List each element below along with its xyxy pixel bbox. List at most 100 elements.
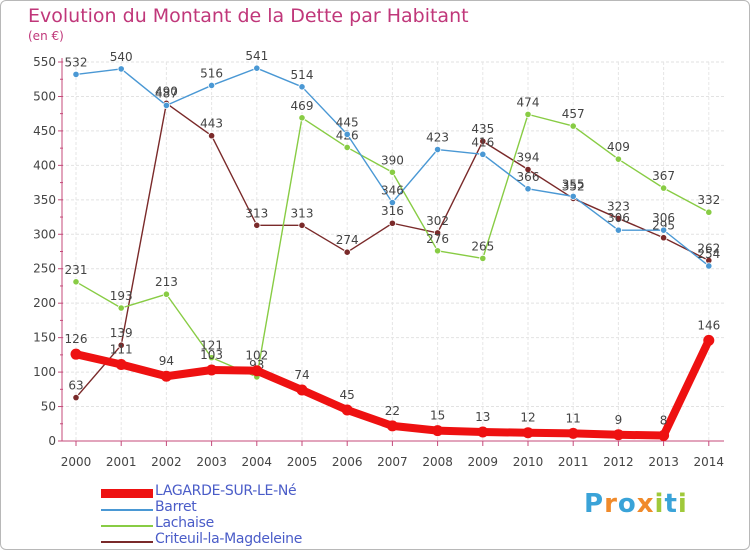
data-point: [479, 254, 487, 262]
data-point: [612, 429, 624, 441]
data-label: 9: [615, 413, 623, 427]
y-tick-label: 350: [33, 193, 56, 207]
data-point: [253, 221, 261, 229]
x-tick-label: 2008: [422, 455, 453, 469]
y-tick-label: 50: [41, 400, 56, 414]
data-point: [524, 165, 532, 174]
data-point: [614, 155, 623, 163]
data-label: 265: [471, 239, 494, 253]
data-label: 313: [291, 206, 314, 220]
data-point: [206, 364, 218, 376]
x-tick-label: 2006: [332, 455, 363, 469]
data-label: 13: [475, 410, 490, 424]
data-point: [659, 184, 668, 192]
data-point: [117, 341, 125, 349]
data-label: 445: [336, 115, 359, 129]
x-tick-label: 2003: [196, 455, 227, 469]
data-point: [569, 192, 577, 200]
data-point: [703, 334, 715, 346]
data-label: 22: [385, 404, 400, 418]
data-label: 74: [294, 368, 309, 382]
data-point: [208, 81, 216, 90]
data-label: 435: [471, 122, 494, 136]
data-point: [567, 427, 579, 439]
legend-label: Criteuil-la-Magdeleine: [155, 531, 303, 547]
data-label: 121: [200, 339, 223, 353]
data-label: 367: [652, 169, 675, 183]
legend-swatch: [101, 509, 153, 511]
x-tick-label: 2013: [648, 455, 679, 469]
y-tick-label: 200: [33, 296, 56, 310]
y-tick-label: 500: [33, 89, 56, 103]
data-point: [341, 404, 353, 416]
data-label: 276: [426, 232, 449, 246]
data-point: [569, 122, 577, 130]
data-label: 102: [245, 349, 268, 363]
data-label: 146: [697, 318, 720, 332]
data-point: [160, 370, 172, 382]
data-label: 516: [200, 66, 223, 80]
x-tick-label: 2002: [151, 455, 182, 469]
data-point: [522, 427, 534, 439]
data-label: 514: [291, 68, 314, 82]
data-label: 8: [660, 413, 668, 427]
legend-label: Barret: [155, 499, 197, 515]
y-tick-label: 300: [33, 227, 56, 241]
data-point: [298, 114, 306, 122]
data-point: [117, 304, 125, 312]
data-label: 346: [381, 184, 404, 198]
data-point: [432, 425, 444, 437]
data-point: [388, 168, 396, 176]
data-label: 213: [155, 275, 178, 289]
data-label: 295: [652, 219, 675, 233]
data-point: [208, 132, 216, 140]
chart-title: Evolution du Montant de la Dette par Hab…: [28, 5, 469, 27]
data-point: [388, 198, 396, 207]
data-label: 457: [562, 107, 585, 121]
proxiti-logo: Proxiti: [584, 489, 688, 519]
data-point: [614, 226, 623, 234]
data-label: 231: [65, 263, 88, 277]
data-label: 63: [68, 379, 83, 393]
legend-swatch: [101, 525, 153, 527]
x-tick-label: 2005: [287, 455, 318, 469]
data-label: 103: [200, 348, 223, 362]
data-point: [343, 130, 351, 138]
x-tick-label: 2011: [558, 455, 589, 469]
data-point: [524, 185, 532, 193]
y-tick-label: 250: [33, 262, 56, 276]
data-label: 193: [110, 289, 133, 303]
data-point: [72, 278, 80, 286]
data-point: [343, 143, 351, 152]
x-tick-label: 2010: [513, 455, 544, 469]
data-point: [115, 359, 127, 371]
legend-label: LAGARDE-SUR-LE-Né: [155, 483, 297, 499]
y-tick-label: 400: [33, 158, 56, 172]
data-label: 487: [155, 86, 178, 100]
y-tick-label: 450: [33, 124, 56, 138]
data-label: 423: [426, 131, 449, 145]
data-point: [705, 208, 713, 216]
data-label: 394: [517, 150, 540, 164]
data-point: [70, 348, 82, 360]
data-label: 11: [566, 411, 581, 425]
data-label: 332: [697, 193, 720, 207]
data-point: [298, 83, 306, 91]
data-label: 94: [159, 354, 174, 368]
unit-label: (en €): [28, 29, 64, 43]
x-tick-label: 2007: [377, 455, 408, 469]
data-point: [388, 219, 396, 227]
data-point: [72, 393, 80, 402]
data-label: 274: [336, 233, 359, 247]
data-label: 12: [520, 411, 535, 425]
data-label: 323: [607, 199, 630, 213]
x-tick-label: 2000: [61, 455, 92, 469]
data-label: 15: [430, 409, 445, 423]
data-label: 469: [291, 99, 314, 113]
data-point: [479, 150, 487, 158]
data-point: [477, 426, 489, 438]
data-label: 541: [245, 49, 268, 63]
data-point: [251, 365, 263, 377]
data-label: 126: [65, 332, 88, 346]
